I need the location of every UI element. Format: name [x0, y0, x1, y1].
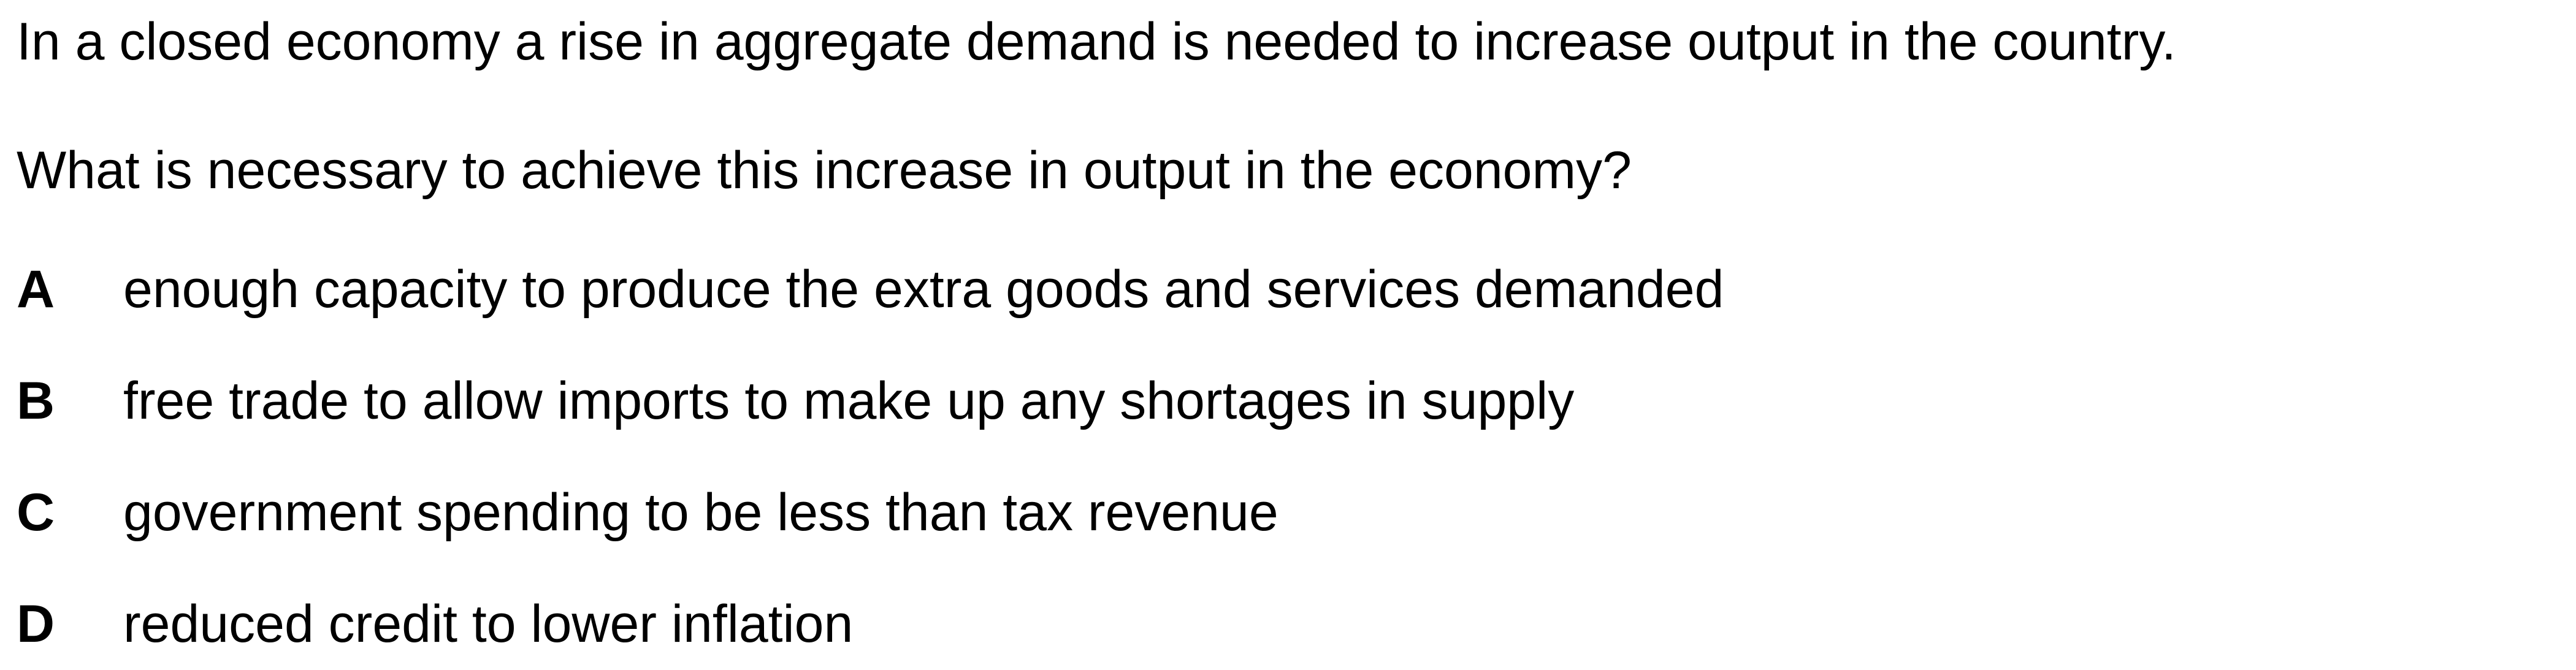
option-letter: B — [17, 371, 55, 430]
option-text: enough capacity to produce the extra goo… — [123, 260, 1724, 319]
option-text: government spending to be less than tax … — [123, 483, 1278, 542]
option-letter: D — [17, 595, 55, 653]
option-text: free trade to allow imports to make up a… — [123, 371, 1575, 430]
question-prompt: What is necessary to achieve this increa… — [17, 141, 1632, 200]
option-letter: A — [17, 260, 55, 319]
option-letter: C — [17, 483, 55, 542]
question-stem: In a closed economy a rise in aggregate … — [17, 12, 2176, 71]
option-text: reduced credit to lower inflation — [123, 595, 854, 653]
